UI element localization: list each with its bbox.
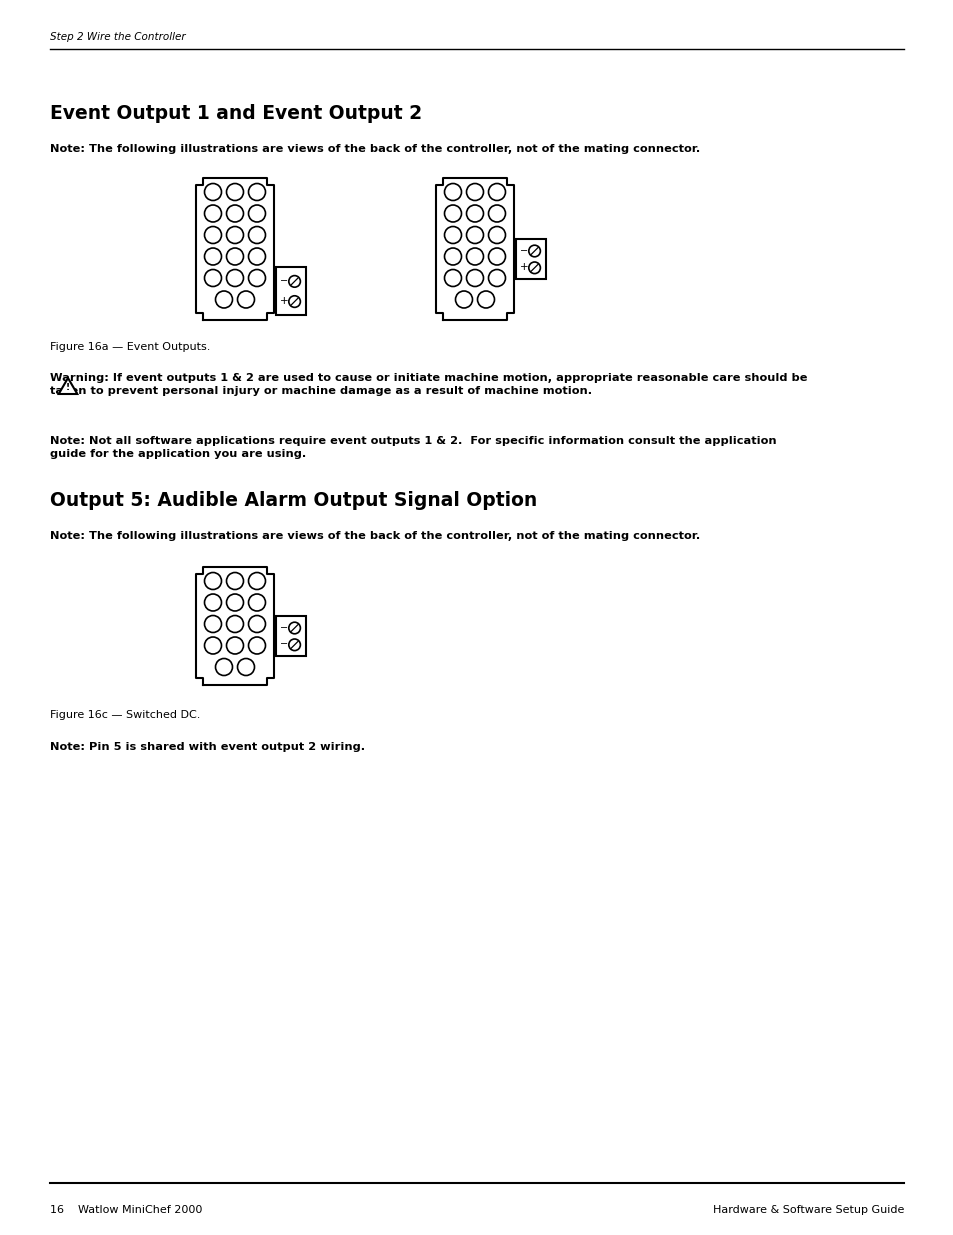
Polygon shape — [195, 567, 274, 685]
Circle shape — [466, 269, 483, 287]
Text: !: ! — [66, 383, 70, 391]
Circle shape — [248, 205, 265, 222]
Circle shape — [204, 594, 221, 611]
Text: +: + — [519, 262, 528, 272]
Circle shape — [248, 248, 265, 266]
Circle shape — [444, 226, 461, 243]
Bar — [275, 616, 306, 656]
Circle shape — [248, 573, 265, 589]
Circle shape — [289, 295, 300, 308]
Circle shape — [528, 262, 539, 274]
Circle shape — [466, 184, 483, 200]
Text: Note: Pin 5 is shared with event output 2 wiring.: Note: Pin 5 is shared with event output … — [50, 742, 365, 752]
Circle shape — [248, 637, 265, 655]
Text: Figure 16c — Switched DC.: Figure 16c — Switched DC. — [50, 710, 200, 720]
Circle shape — [204, 205, 221, 222]
Circle shape — [204, 573, 221, 589]
Circle shape — [204, 615, 221, 632]
Circle shape — [488, 269, 505, 287]
Circle shape — [444, 248, 461, 266]
Circle shape — [237, 291, 254, 308]
Text: +: + — [280, 296, 289, 306]
Circle shape — [444, 205, 461, 222]
Polygon shape — [59, 378, 77, 394]
Circle shape — [204, 248, 221, 266]
Circle shape — [248, 226, 265, 243]
Text: Figure 16a — Event Outputs.: Figure 16a — Event Outputs. — [50, 342, 211, 352]
Circle shape — [488, 226, 505, 243]
Circle shape — [226, 637, 243, 655]
Polygon shape — [436, 178, 514, 320]
Circle shape — [488, 248, 505, 266]
Text: Note: The following illustrations are views of the back of the controller, not o: Note: The following illustrations are vi… — [50, 144, 700, 154]
Circle shape — [444, 184, 461, 200]
Bar — [516, 240, 545, 279]
Circle shape — [455, 291, 472, 308]
Circle shape — [488, 184, 505, 200]
Circle shape — [204, 637, 221, 655]
Circle shape — [226, 184, 243, 200]
Circle shape — [488, 205, 505, 222]
Circle shape — [248, 269, 265, 287]
Text: 16    Watlow MiniChef 2000: 16 Watlow MiniChef 2000 — [50, 1205, 202, 1215]
Circle shape — [444, 269, 461, 287]
Circle shape — [226, 573, 243, 589]
Circle shape — [289, 275, 300, 288]
Circle shape — [237, 658, 254, 676]
Text: Note: The following illustrations are views of the back of the controller, not o: Note: The following illustrations are vi… — [50, 531, 700, 541]
Circle shape — [226, 615, 243, 632]
Circle shape — [226, 226, 243, 243]
Circle shape — [204, 226, 221, 243]
Circle shape — [466, 205, 483, 222]
Circle shape — [215, 291, 233, 308]
Circle shape — [215, 658, 233, 676]
Circle shape — [466, 248, 483, 266]
Circle shape — [289, 638, 300, 651]
Circle shape — [226, 205, 243, 222]
Text: −: − — [280, 640, 288, 650]
Circle shape — [226, 269, 243, 287]
Text: Output 5: Audible Alarm Output Signal Option: Output 5: Audible Alarm Output Signal Op… — [50, 492, 537, 510]
Text: Note: Not all software applications require event outputs 1 & 2.  For specific i: Note: Not all software applications requ… — [50, 436, 776, 459]
Text: −: − — [280, 622, 288, 632]
Text: −: − — [280, 275, 288, 285]
Bar — [275, 267, 306, 315]
Circle shape — [466, 226, 483, 243]
Text: −: − — [519, 246, 528, 256]
Text: Step 2 Wire the Controller: Step 2 Wire the Controller — [50, 32, 186, 42]
Circle shape — [204, 184, 221, 200]
Circle shape — [226, 594, 243, 611]
Polygon shape — [195, 178, 274, 320]
Text: Hardware & Software Setup Guide: Hardware & Software Setup Guide — [712, 1205, 903, 1215]
Circle shape — [248, 615, 265, 632]
Circle shape — [226, 248, 243, 266]
Circle shape — [477, 291, 494, 308]
Circle shape — [248, 594, 265, 611]
Circle shape — [248, 184, 265, 200]
Text: Warning: If event outputs 1 & 2 are used to cause or initiate machine motion, ap: Warning: If event outputs 1 & 2 are used… — [50, 373, 806, 396]
Circle shape — [289, 622, 300, 634]
Text: Event Output 1 and Event Output 2: Event Output 1 and Event Output 2 — [50, 104, 421, 124]
Circle shape — [528, 246, 539, 257]
Circle shape — [204, 269, 221, 287]
